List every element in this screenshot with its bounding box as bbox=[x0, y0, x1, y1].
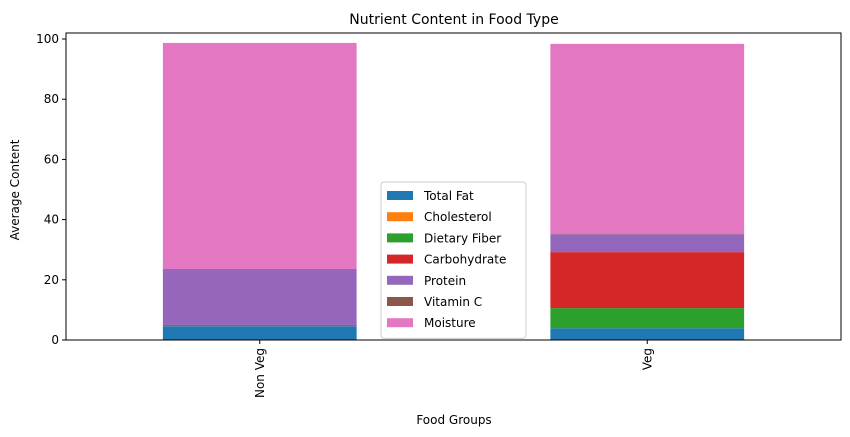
legend-label: Protein bbox=[424, 274, 466, 288]
legend-label: Dietary Fiber bbox=[424, 231, 501, 245]
bar-segment-carbohydrate-veg bbox=[550, 252, 745, 309]
legend-label: Carbohydrate bbox=[424, 253, 506, 267]
bar-segment-carbohydrate-non-veg bbox=[162, 324, 357, 326]
y-tick-label: 60 bbox=[44, 152, 59, 166]
x-axis: Non Veg Veg bbox=[253, 340, 654, 398]
plot-area bbox=[65, 32, 842, 341]
legend-box bbox=[380, 181, 527, 339]
y-axis-label: Average Content bbox=[8, 139, 22, 240]
chart-title: Nutrient Content in Food Type bbox=[349, 12, 558, 28]
legend-swatch bbox=[387, 297, 413, 306]
bar-segment-total-fat-veg bbox=[550, 328, 745, 340]
legend-swatch bbox=[387, 318, 413, 328]
legend-swatch bbox=[387, 191, 413, 200]
x-tick-label: Veg bbox=[640, 348, 654, 370]
legend-swatch bbox=[387, 212, 413, 222]
legend-label: Cholesterol bbox=[424, 210, 492, 224]
x-tick-label: Non Veg bbox=[253, 348, 267, 398]
y-tick-label: 100 bbox=[36, 32, 59, 46]
y-axis: 0 20 40 60 80 100 bbox=[36, 32, 66, 347]
bar-segment-protein-veg bbox=[550, 234, 745, 253]
y-tick-label: 80 bbox=[44, 92, 59, 106]
legend-label: Moisture bbox=[424, 316, 476, 330]
y-tick-label: 0 bbox=[51, 333, 59, 347]
bar-segment-moisture-veg bbox=[550, 43, 745, 235]
legend-swatch bbox=[387, 254, 413, 264]
bar-segment-protein-non-veg bbox=[162, 268, 357, 325]
legend-swatch bbox=[387, 233, 413, 243]
y-tick-label: 40 bbox=[44, 213, 59, 227]
legend: Total Fat Cholesterol Dietary Fiber Carbohy… bbox=[380, 181, 527, 339]
bar-segment-total-fat-non-veg bbox=[162, 326, 357, 340]
bar-segment-moisture-non-veg bbox=[162, 42, 357, 269]
x-axis-label: Food Groups bbox=[416, 413, 491, 427]
legend-label: Vitamin C bbox=[424, 295, 482, 309]
legend-swatch bbox=[387, 275, 413, 285]
y-tick-label: 20 bbox=[44, 273, 59, 287]
plot-frame bbox=[65, 32, 842, 341]
bar-segment-dietary-fiber-veg bbox=[550, 308, 745, 329]
legend-label: Total Fat bbox=[423, 189, 474, 203]
